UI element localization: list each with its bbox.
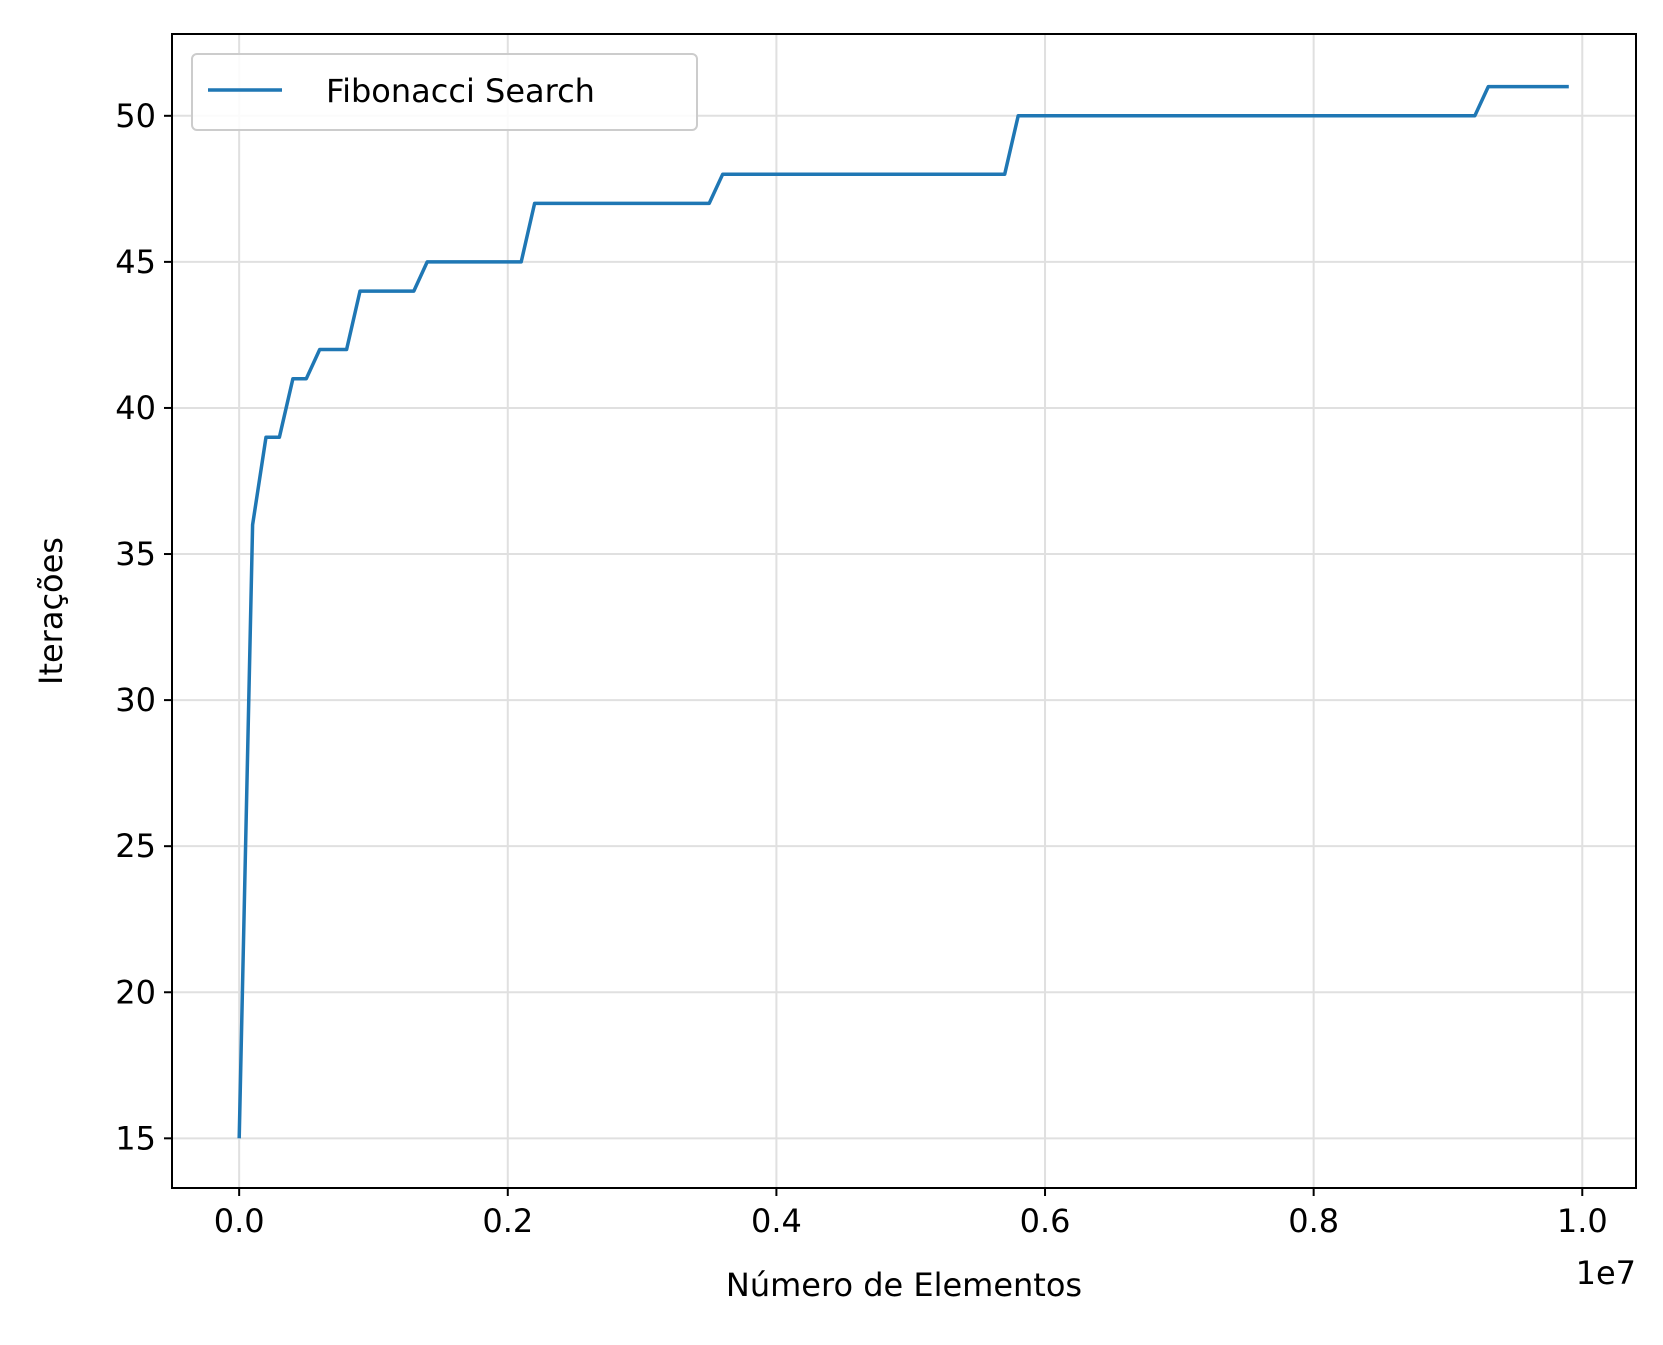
x-tick-label: 0.2 xyxy=(482,1202,533,1240)
series-line-fibonacci-search xyxy=(237,84,1569,1139)
ticks: 0.0 0.2 0.4 0.6 0.8 1.0 15 20 25 30 35 40 45 50 xyxy=(115,97,1607,1240)
y-tick-label: 50 xyxy=(115,97,156,135)
y-tick-label: 35 xyxy=(115,535,156,573)
legend: Fibonacci Search xyxy=(191,53,698,131)
y-tick-label: 25 xyxy=(115,827,156,865)
series-layer xyxy=(237,84,1569,1139)
x-tick-label: 1.0 xyxy=(1557,1202,1608,1240)
x-axis-offset-label: 1e7 xyxy=(1576,1254,1636,1292)
x-tick-label: 0.0 xyxy=(214,1202,265,1240)
x-axis-label: Número de Elementos xyxy=(726,1266,1082,1304)
x-tick-label: 0.8 xyxy=(1288,1202,1339,1240)
y-tick-label: 15 xyxy=(115,1119,156,1157)
legend-label: Fibonacci Search xyxy=(326,72,595,110)
legend-box xyxy=(191,53,698,131)
y-axis-label: Iterações xyxy=(32,537,70,685)
x-tick-label: 0.6 xyxy=(1020,1202,1071,1240)
y-tick-label: 45 xyxy=(115,243,156,281)
y-tick-label: 40 xyxy=(115,389,156,427)
plot-frame xyxy=(171,33,1637,1189)
grid xyxy=(172,34,1636,1188)
y-tick-label: 20 xyxy=(115,973,156,1011)
y-tick-label: 30 xyxy=(115,681,156,719)
x-tick-label: 0.4 xyxy=(751,1202,802,1240)
